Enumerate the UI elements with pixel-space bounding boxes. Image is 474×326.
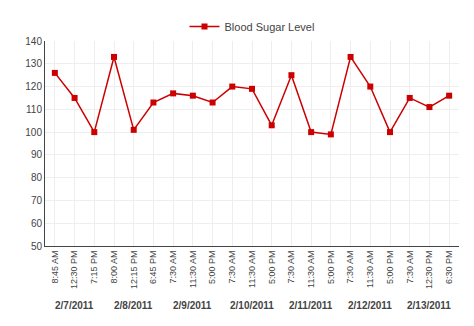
svg-text:6:30 PM: 6:30 PM (444, 251, 454, 285)
svg-text:110: 110 (26, 104, 42, 115)
svg-text:6:45 PM: 6:45 PM (148, 251, 158, 285)
svg-text:100: 100 (25, 127, 42, 138)
svg-text:11:30 AM: 11:30 AM (306, 251, 316, 288)
svg-text:5:00 PM: 5:00 PM (385, 251, 395, 285)
svg-text:11:30 AM: 11:30 AM (188, 251, 198, 288)
svg-text:7:30 AM: 7:30 AM (405, 251, 415, 284)
svg-text:2/8/2011: 2/8/2011 (114, 300, 153, 311)
svg-text:5:00 PM: 5:00 PM (267, 251, 277, 285)
svg-text:7:30 AM: 7:30 AM (168, 251, 178, 284)
svg-text:12:30 PM: 12:30 PM (69, 251, 79, 290)
svg-text:8:45 AM: 8:45 AM (50, 251, 60, 284)
svg-text:5:00 PM: 5:00 PM (326, 251, 336, 285)
svg-text:12:30 PM: 12:30 PM (424, 251, 434, 290)
svg-text:12:15 PM: 12:15 PM (129, 251, 139, 290)
svg-text:2/11/2011: 2/11/2011 (289, 300, 333, 311)
svg-text:120: 120 (25, 81, 42, 92)
svg-text:50: 50 (31, 241, 43, 252)
svg-text:2/12/2011: 2/12/2011 (348, 300, 392, 311)
svg-text:11:30 AM: 11:30 AM (365, 251, 375, 288)
svg-text:2/13/2011: 2/13/2011 (407, 300, 451, 311)
svg-text:7:30 AM: 7:30 AM (345, 251, 355, 284)
svg-text:130: 130 (25, 58, 42, 69)
svg-text:Blood Sugar Level: Blood Sugar Level (225, 21, 315, 33)
svg-text:2/9/2011: 2/9/2011 (173, 300, 212, 311)
svg-text:90: 90 (31, 149, 43, 160)
svg-text:11:30 AM: 11:30 AM (247, 251, 257, 288)
svg-text:5:00 PM: 5:00 PM (207, 251, 217, 285)
svg-text:140: 140 (25, 36, 42, 47)
svg-text:8:00 AM: 8:00 AM (109, 251, 119, 284)
svg-text:7:15 PM: 7:15 PM (89, 251, 99, 285)
svg-text:2/10/2011: 2/10/2011 (230, 300, 274, 311)
svg-text:2/7/2011: 2/7/2011 (55, 300, 94, 311)
svg-text:70: 70 (31, 195, 43, 206)
svg-text:7:30 AM: 7:30 AM (286, 251, 296, 284)
svg-text:7:30 AM: 7:30 AM (227, 251, 237, 284)
svg-text:80: 80 (31, 172, 43, 183)
svg-text:60: 60 (31, 218, 43, 229)
